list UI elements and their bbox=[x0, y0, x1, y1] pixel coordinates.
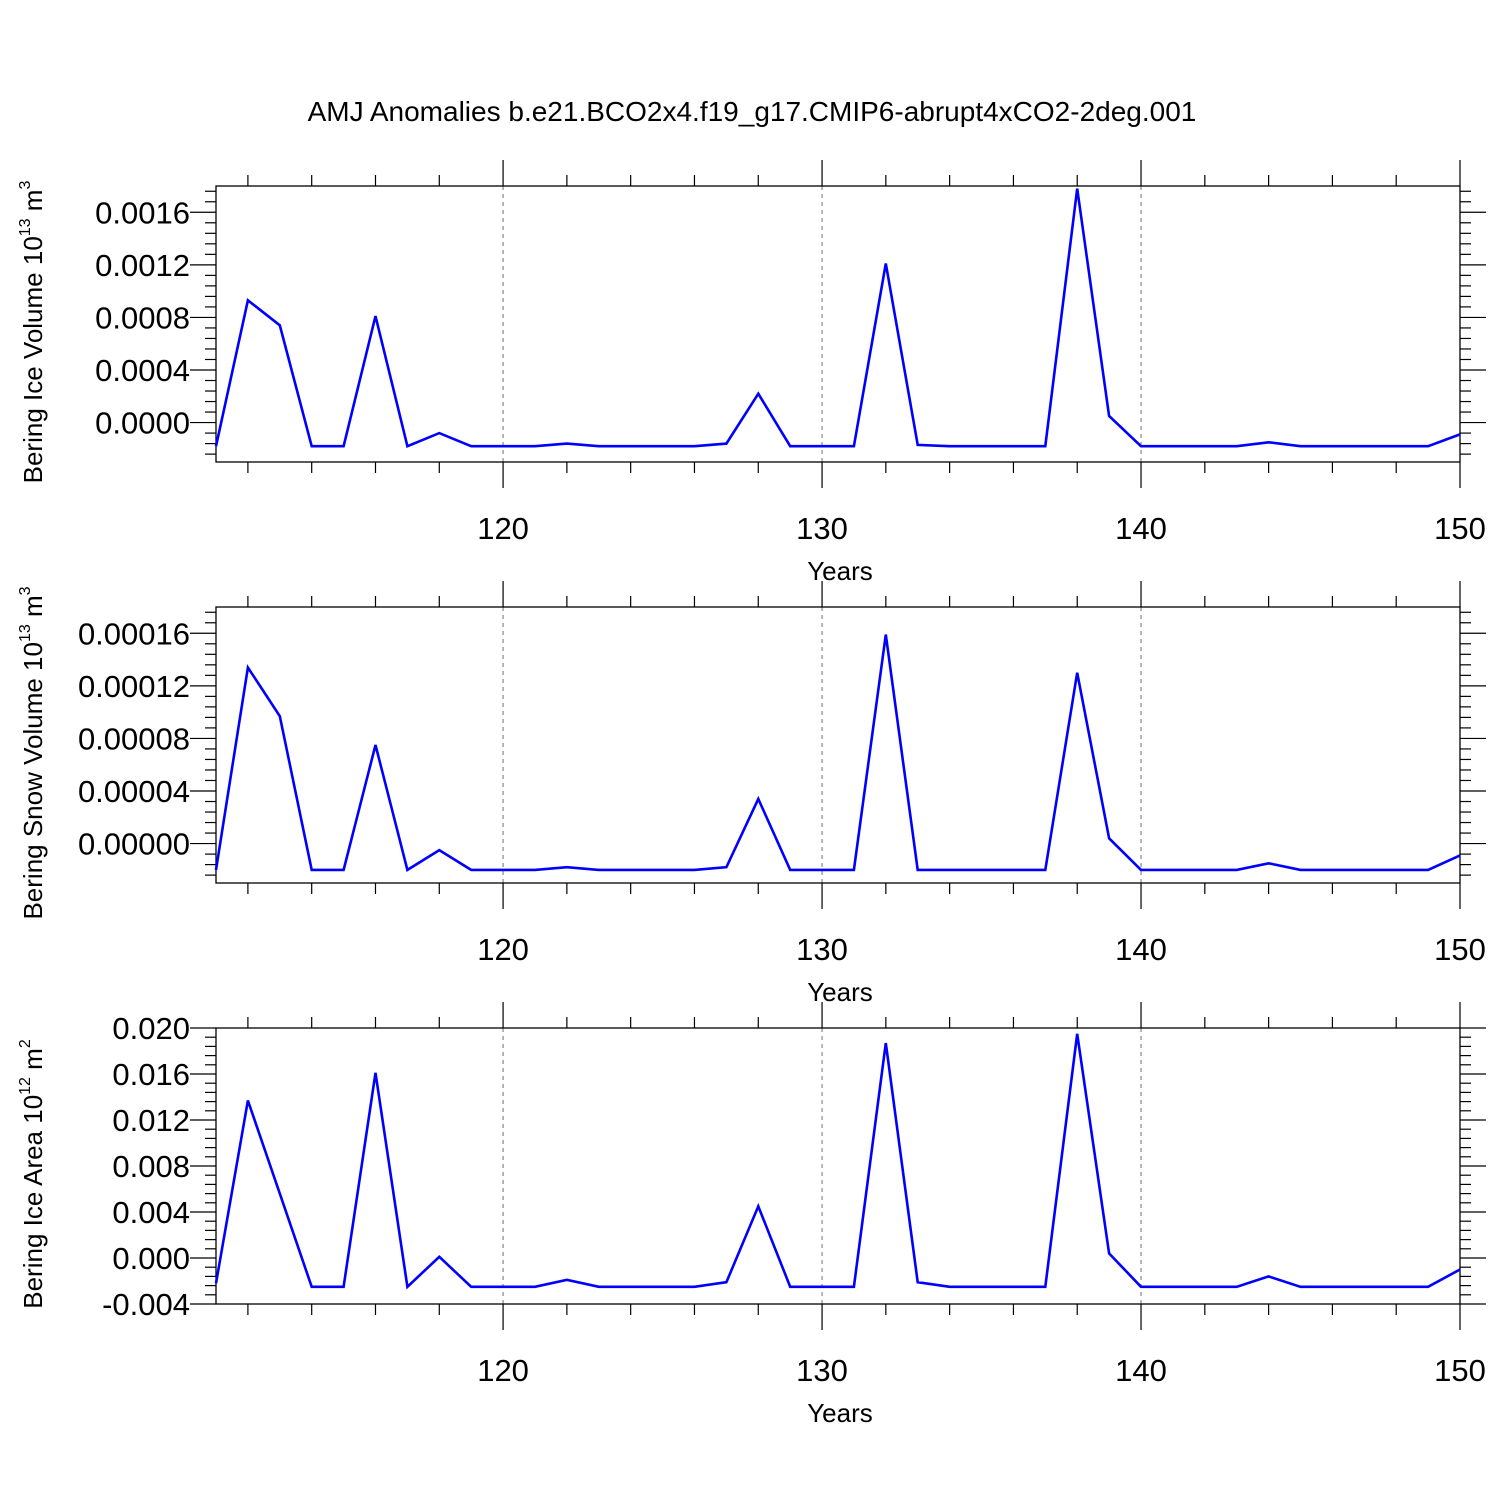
x-axis-label: Years bbox=[807, 977, 873, 1007]
series-line bbox=[214, 188, 1461, 448]
x-tick-label: 120 bbox=[477, 932, 529, 967]
y-tick-label: 0.0008 bbox=[95, 300, 190, 335]
series-line bbox=[214, 1033, 1461, 1290]
x-tick-label: 120 bbox=[477, 511, 529, 546]
x-tick-label: 140 bbox=[1115, 1353, 1167, 1388]
plot-frame bbox=[215, 185, 1461, 463]
y-axis-label-unit-exponent: 3 bbox=[17, 181, 34, 190]
chart-title: AMJ Anomalies b.e21.BCO2x4.f19_g17.CMIP6… bbox=[307, 96, 1197, 127]
y-tick-label: 0.00016 bbox=[78, 616, 190, 651]
y-axis-label-unit: m bbox=[18, 190, 48, 219]
y-tick-label: 0.016 bbox=[112, 1057, 190, 1092]
y-axis-label-exponent: 12 bbox=[17, 1077, 34, 1095]
y-tick-label: -0.004 bbox=[102, 1287, 190, 1322]
y-axis-label-unit-exponent: 2 bbox=[17, 1039, 34, 1048]
y-axis-label-unit: m bbox=[18, 1048, 48, 1077]
plot-frame bbox=[215, 606, 1461, 884]
panel-1: 0.0000 0.0004 0.0008 0.0012 0.0016 120 130 140 1… bbox=[17, 160, 1486, 586]
y-tick-label: 0.012 bbox=[112, 1103, 190, 1138]
y-tick-label: 0.008 bbox=[112, 1149, 190, 1184]
y-tick-label: 0.00004 bbox=[78, 774, 190, 809]
x-axis-label: Years bbox=[807, 556, 873, 586]
y-tick-label: 0.00012 bbox=[78, 669, 190, 704]
x-tick-label: 140 bbox=[1115, 511, 1167, 546]
y-axis-label: Bering Ice Volume 1013 m3 bbox=[17, 181, 48, 484]
y-axis-label-unit-exponent: 3 bbox=[17, 586, 34, 595]
x-tick-label: 130 bbox=[796, 1353, 848, 1388]
y-tick-label: 0.0004 bbox=[95, 353, 190, 388]
y-tick-label: 0.0000 bbox=[95, 406, 190, 441]
y-axis-label-text: Bering Snow Volume 10 bbox=[18, 642, 48, 920]
x-axis-label: Years bbox=[807, 1398, 873, 1428]
y-tick-label: 0.0016 bbox=[95, 195, 190, 230]
y-axis-label: Bering Ice Area 1012 m2 bbox=[17, 1039, 48, 1309]
panel-2: 0.00000 0.00004 0.00008 0.00012 0.00016 120 13… bbox=[17, 581, 1486, 1007]
y-axis-label-exponent: 13 bbox=[17, 624, 34, 642]
x-tick-label: 150 bbox=[1434, 932, 1486, 967]
x-tick-label: 130 bbox=[796, 932, 848, 967]
y-axis-label-text: Bering Ice Volume 10 bbox=[18, 236, 48, 483]
y-axis-label-unit: m bbox=[18, 595, 48, 624]
y-axis-label-exponent: 13 bbox=[17, 218, 34, 236]
y-tick-label: 0.000 bbox=[112, 1241, 190, 1276]
x-tick-label: 120 bbox=[477, 1353, 529, 1388]
y-axis-label: Bering Snow Volume 1013 m3 bbox=[17, 586, 48, 919]
x-tick-label: 150 bbox=[1434, 511, 1486, 546]
panel-3: -0.004 0.000 0.004 0.008 0.012 0.016 0.020 120 1… bbox=[17, 1002, 1486, 1428]
x-tick-label: 140 bbox=[1115, 932, 1167, 967]
y-tick-label: 0.004 bbox=[112, 1195, 190, 1230]
x-tick-label: 130 bbox=[796, 511, 848, 546]
y-axis-label-text: Bering Ice Area 10 bbox=[18, 1095, 48, 1309]
series-line bbox=[214, 634, 1461, 872]
y-tick-label: 0.020 bbox=[112, 1011, 190, 1046]
y-tick-label: 0.00008 bbox=[78, 721, 190, 756]
y-tick-label: 0.00000 bbox=[78, 827, 190, 862]
x-tick-label: 150 bbox=[1434, 1353, 1486, 1388]
y-tick-label: 0.0012 bbox=[95, 248, 190, 283]
